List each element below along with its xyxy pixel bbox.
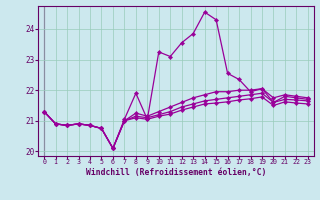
X-axis label: Windchill (Refroidissement éolien,°C): Windchill (Refroidissement éolien,°C): [86, 168, 266, 177]
